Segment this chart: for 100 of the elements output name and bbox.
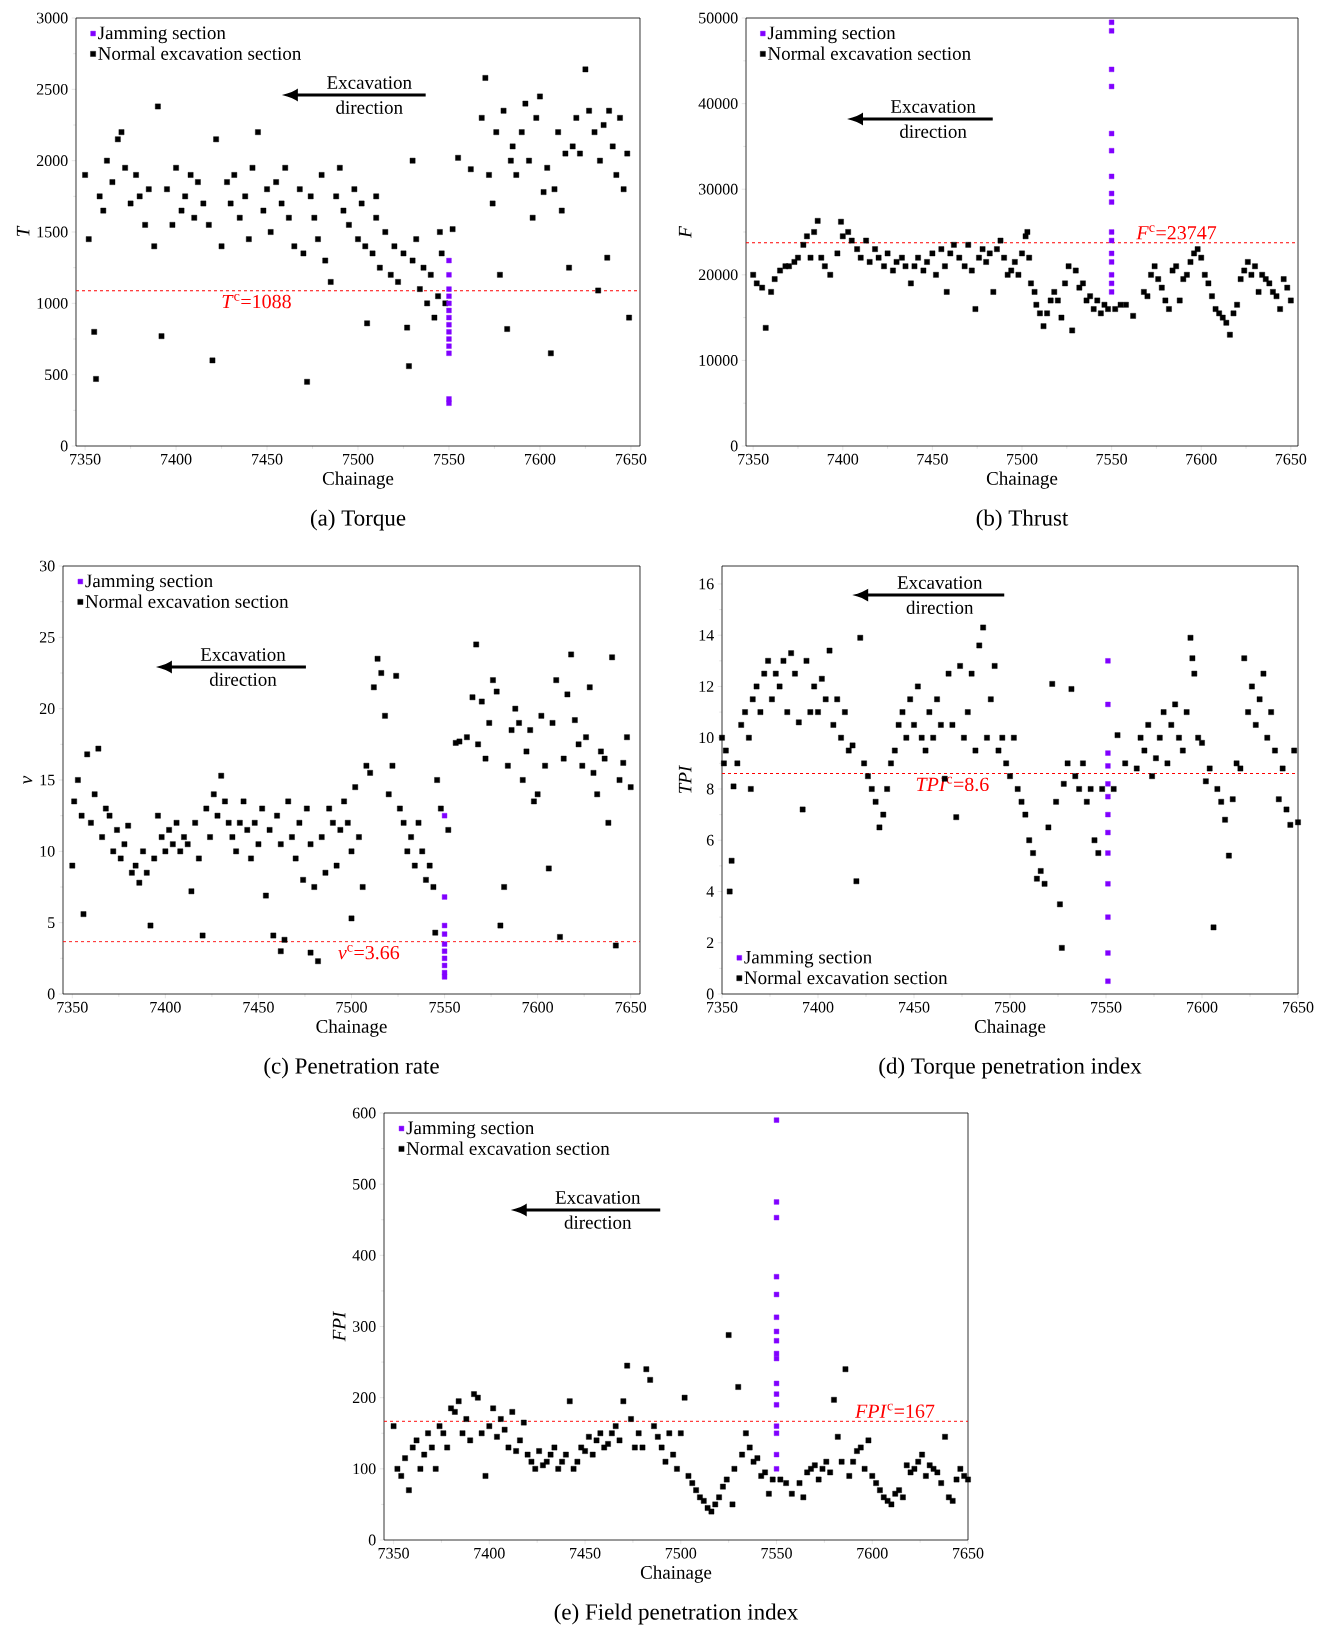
- point: [446, 272, 452, 278]
- y-tick-label: 30: [39, 560, 55, 572]
- point: [1105, 950, 1111, 956]
- y-tick-label: 12: [699, 681, 714, 692]
- y-axis-title: T: [16, 225, 30, 237]
- legend-label: Jamming section: [85, 574, 213, 592]
- y-tick-label: 500: [353, 1178, 376, 1190]
- ref-line-label: TPI$^{c}$=8.6: [916, 776, 989, 792]
- y-tick-label: 200: [352, 1392, 376, 1404]
- point: [773, 1380, 780, 1387]
- x-tick-label: 7400: [150, 1001, 181, 1013]
- x-tick-label: 7350: [378, 1547, 409, 1559]
- point: [773, 1350, 780, 1357]
- y-tick-label: 500: [45, 369, 68, 381]
- y-tick-label: 5: [48, 917, 55, 928]
- x-tick-label: 7450: [243, 1001, 274, 1013]
- x-tick-label: 7600: [1186, 453, 1217, 465]
- legend-label: Jamming section: [744, 950, 872, 968]
- point: [1109, 250, 1115, 257]
- legend-label: Normal excavation section: [767, 46, 971, 60]
- x-tick-label: 7500: [336, 1001, 367, 1013]
- y-axis-title: FPI: [332, 1310, 346, 1342]
- point: [1109, 66, 1115, 72]
- x-tick-label: 7450: [570, 1547, 601, 1559]
- point: [441, 941, 448, 947]
- y-tick-label: 0: [60, 440, 68, 452]
- y-axis-title: TPI: [678, 765, 692, 794]
- point: [1105, 701, 1111, 708]
- x-axis-title: Chainage: [640, 1565, 712, 1583]
- legend-label: Jamming section: [767, 26, 896, 44]
- point: [1109, 83, 1115, 90]
- point: [1105, 750, 1111, 756]
- ref-line-label: v$^{c}$=3.66: [338, 944, 400, 960]
- y-tick-label: 30000: [698, 183, 738, 195]
- x-tick-label: 7400: [161, 453, 192, 465]
- y-tick-label: 600: [352, 1107, 376, 1119]
- point: [441, 813, 448, 819]
- point: [446, 315, 452, 321]
- legend-label: Normal excavation section: [98, 46, 302, 60]
- y-tick-label: 100: [353, 1463, 376, 1475]
- y-tick-label: 10: [699, 732, 714, 744]
- y-tick-label: 0: [47, 988, 55, 1000]
- x-tick-label: 7550: [429, 1001, 460, 1013]
- legend-label: Normal excavation section: [406, 1141, 610, 1155]
- point: [1105, 794, 1111, 800]
- point: [773, 1314, 780, 1320]
- point: [773, 1423, 780, 1429]
- annotation: Excavation direction: [555, 1191, 641, 1229]
- y-tick-label: 40000: [698, 98, 738, 110]
- x-tick-label: 7600: [522, 1001, 554, 1013]
- y-axis-title: v: [23, 775, 33, 784]
- y-tick-label: 1000: [37, 297, 68, 309]
- point: [773, 1117, 780, 1123]
- point: [1109, 199, 1115, 205]
- point: [773, 1215, 780, 1221]
- x-axis-title: Chainage: [986, 471, 1058, 489]
- point: [441, 894, 448, 900]
- point: [446, 350, 452, 356]
- point: [446, 343, 452, 349]
- point: [446, 293, 452, 299]
- point: [446, 257, 452, 264]
- point: [1109, 28, 1115, 34]
- point: [1105, 658, 1111, 664]
- point: [773, 1355, 780, 1362]
- x-tick-label: 7550: [761, 1547, 792, 1559]
- x-tick-label: 7500: [995, 1001, 1026, 1013]
- point: [773, 1338, 780, 1344]
- point: [1105, 850, 1111, 856]
- y-tick-label: 8: [706, 783, 714, 795]
- x-axis-title: Chainage: [316, 1019, 387, 1037]
- x-tick-label: 7650: [615, 1001, 647, 1013]
- point: [773, 1402, 780, 1408]
- annotation: Excavation direction: [200, 648, 286, 686]
- y-tick-label: 16: [699, 578, 714, 590]
- x-tick-label: 7600: [857, 1547, 888, 1559]
- x-tick-label: 7450: [917, 453, 948, 465]
- x-tick-label: 7500: [665, 1547, 697, 1559]
- point: [773, 1291, 780, 1298]
- x-axis-title: Chainage: [974, 1019, 1046, 1037]
- x-tick-label: 7500: [343, 453, 374, 465]
- x-tick-label: 7550: [434, 453, 465, 465]
- legend-label: Normal excavation section: [744, 970, 948, 985]
- point: [773, 1391, 780, 1397]
- y-tick-label: 1500: [37, 226, 68, 238]
- point: [446, 400, 452, 406]
- x-tick-label: 7400: [803, 1001, 834, 1013]
- point: [441, 922, 448, 929]
- y-tick-label: 4: [706, 886, 714, 897]
- y-tick-label: 0: [730, 440, 738, 452]
- point: [1109, 272, 1115, 278]
- x-tick-label: 7400: [474, 1547, 505, 1559]
- y-tick-label: 2000: [36, 155, 68, 167]
- x-tick-label: 7400: [827, 453, 859, 465]
- y-axis-title: F: [678, 226, 692, 238]
- point: [446, 336, 452, 342]
- point: [773, 1199, 780, 1205]
- y-tick-label: 10000: [699, 355, 738, 366]
- y-tick-label: 25: [39, 631, 55, 643]
- y-tick-label: 6: [706, 834, 714, 846]
- annotation: Excavation direction: [897, 576, 983, 614]
